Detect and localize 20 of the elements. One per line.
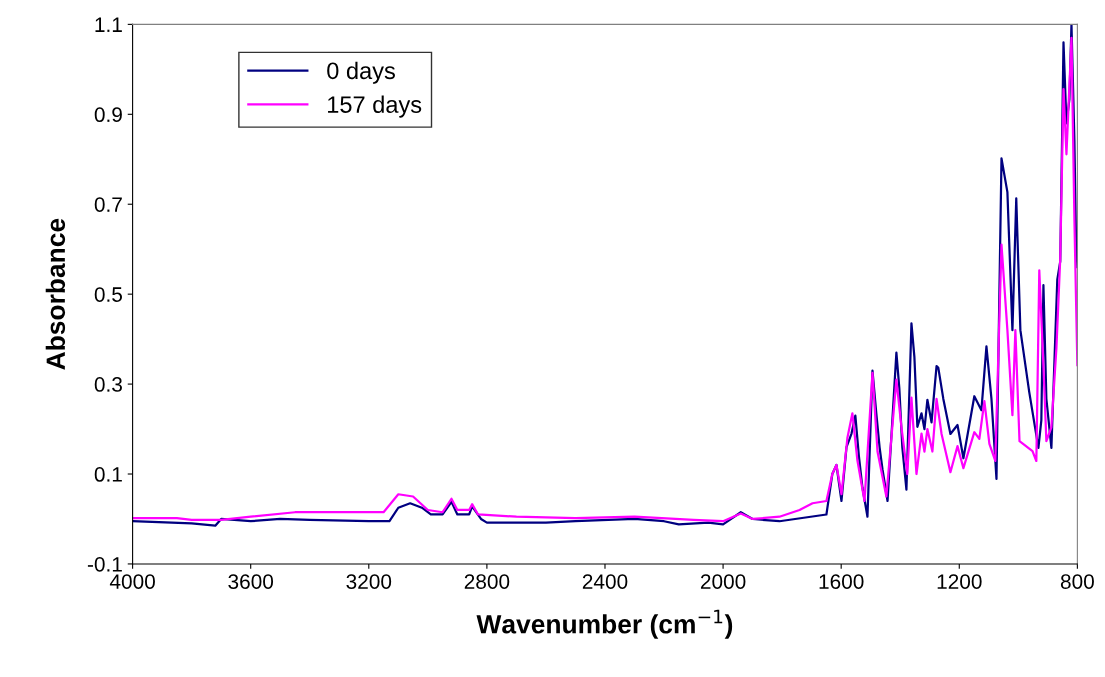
legend-label: 0 days (327, 61, 395, 84)
x-tick-label: 1600 (819, 574, 864, 589)
y-tick-label: 0.5 (94, 287, 123, 302)
x-tick-label: 3200 (346, 574, 392, 589)
y-tick-label: -0.1 (87, 556, 122, 572)
x-tick-label: 800 (1060, 574, 1094, 589)
y-tick-label: 0.7 (94, 197, 122, 212)
x-tick-label: 2800 (464, 574, 510, 589)
legend-label: 157 days (328, 95, 422, 118)
x-tick-label: 1200 (937, 574, 982, 589)
x-axis-title: Wavenumber (cm$^{−1}$) (476, 609, 733, 639)
x-tick-label: 4000 (109, 574, 155, 589)
y-tick-label: 0.3 (94, 377, 122, 392)
y-tick-label: 1.1 (95, 17, 122, 32)
y-tick-label: 0.9 (94, 107, 122, 123)
x-tick-label: 2400 (582, 574, 628, 589)
x-tick-label: 3600 (228, 574, 274, 589)
y-axis-title: Absorbance (45, 218, 66, 370)
x-tick-label: 2000 (700, 574, 746, 589)
y-tick-label: 0.1 (94, 467, 122, 482)
